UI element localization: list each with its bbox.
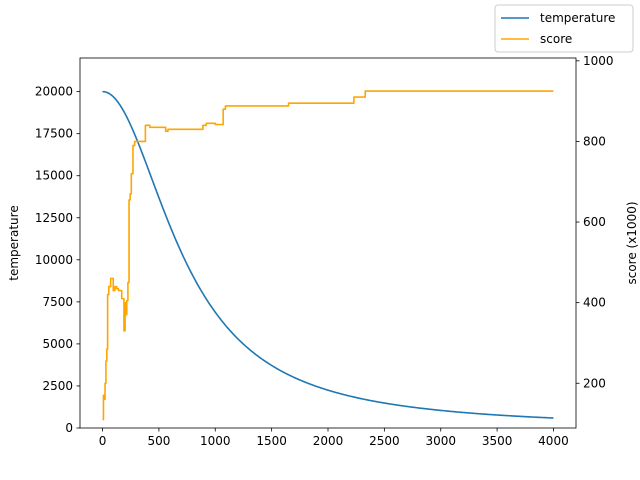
series-line-temperature bbox=[102, 90, 554, 419]
legend-label-temperature: temperature bbox=[540, 11, 615, 25]
y-right-tick-label: 600 bbox=[583, 215, 606, 229]
y-right-tick-label: 200 bbox=[583, 376, 606, 390]
x-axis: 0 500 1000 1500 2000 2500 3000 3500 4000 bbox=[99, 428, 569, 448]
legend-label-score: score bbox=[540, 32, 572, 46]
x-tick-label: 4000 bbox=[538, 434, 569, 448]
right-y-axis: 200 400 600 800 1000 bbox=[576, 54, 614, 390]
y-right-tick-label: 1000 bbox=[583, 54, 614, 68]
y-left-tick-label: 12500 bbox=[35, 211, 73, 225]
y-left-tick-label: 0 bbox=[65, 421, 73, 435]
left-y-axis: 0 2500 5000 7500 10000 12500 15000 17500 20000 bbox=[35, 85, 80, 435]
y-left-tick-label: 17500 bbox=[35, 127, 73, 141]
x-tick-label: 3000 bbox=[425, 434, 456, 448]
x-tick-label: 1500 bbox=[256, 434, 287, 448]
legend: temperature score bbox=[494, 4, 634, 53]
x-tick-label: 3500 bbox=[482, 434, 513, 448]
series-layer bbox=[102, 90, 554, 421]
y-left-tick-label: 7500 bbox=[42, 295, 73, 309]
series-line-score bbox=[102, 90, 554, 421]
x-tick-label: 0 bbox=[99, 434, 107, 448]
x-tick-label: 2000 bbox=[313, 434, 344, 448]
y-right-tick-label: 400 bbox=[583, 296, 606, 310]
y-left-tick-label: 15000 bbox=[35, 169, 73, 183]
y-left-tick-label: 2500 bbox=[42, 379, 73, 393]
left-y-axis-label: temperature bbox=[7, 205, 21, 280]
x-tick-label: 2500 bbox=[369, 434, 400, 448]
y-right-tick-label: 800 bbox=[583, 134, 606, 148]
right-y-axis-label: score (x1000) bbox=[625, 201, 639, 284]
y-left-tick-label: 5000 bbox=[42, 337, 73, 351]
legend-box bbox=[494, 4, 634, 53]
plot-background bbox=[80, 58, 576, 428]
x-tick-label: 1000 bbox=[200, 434, 231, 448]
plot-frame bbox=[79, 57, 577, 429]
x-tick-label: 500 bbox=[147, 434, 170, 448]
y-left-tick-label: 10000 bbox=[35, 253, 73, 267]
y-left-tick-label: 20000 bbox=[35, 85, 73, 99]
